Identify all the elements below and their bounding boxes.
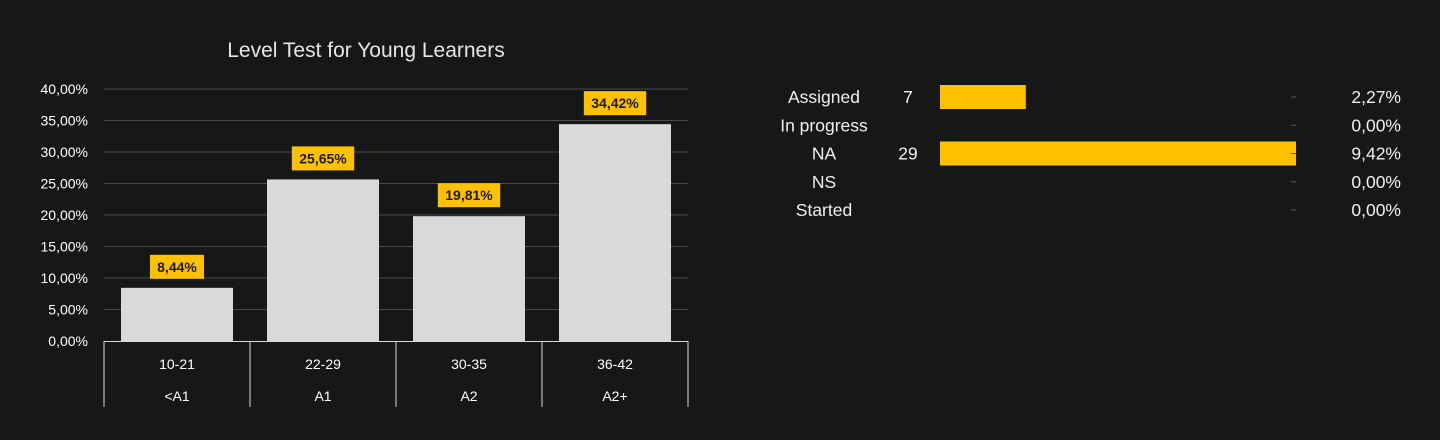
x-tick-label-level: A2: [460, 388, 477, 404]
data-label: 25,65%: [299, 150, 347, 166]
x-axis: 10-21 <A1 22-29 A1 30-35 A2 36-42 A2+: [103, 341, 689, 407]
y-tick-label: 0,00%: [48, 333, 88, 349]
status-row-percent: 2,27%: [1351, 87, 1401, 107]
x-tick-label-score: 30-35: [451, 356, 487, 372]
status-row-label: NS: [812, 172, 836, 192]
status-row-percent: 9,42%: [1351, 144, 1401, 164]
bar: [267, 179, 379, 341]
data-label: 19,81%: [445, 187, 493, 203]
y-tick-label: 10,00%: [41, 270, 88, 286]
status-row-label: Started: [796, 200, 852, 220]
x-tick-label-score: 36-42: [597, 356, 633, 372]
y-axis-tick-labels: 0,00% 5,00% 10,00% 15,00% 20,00% 25,00% 30,00%…: [41, 81, 88, 349]
y-tick-label: 5,00%: [48, 302, 88, 318]
status-row-label: Assigned: [788, 87, 860, 107]
y-tick-label: 15,00%: [41, 239, 88, 255]
status-bar-chart: Assigned 7 2,27% In progress 0,00% NA 29 9,42% N…: [780, 85, 1401, 220]
status-row-percent: 0,00%: [1351, 200, 1401, 220]
y-tick-label: 25,00%: [41, 176, 88, 192]
status-bar: [940, 85, 1026, 109]
x-tick-label-score: 22-29: [305, 356, 341, 372]
x-tick-label-level: <A1: [164, 388, 190, 404]
chart-title: Level Test for Young Learners: [227, 39, 504, 62]
status-row-label: NA: [812, 144, 837, 164]
data-label: 34,42%: [591, 95, 639, 111]
bar: [559, 124, 671, 342]
bar: [413, 216, 525, 341]
y-tick-label: 35,00%: [41, 113, 88, 129]
status-row-count: 29: [898, 144, 917, 164]
data-label: 8,44%: [157, 259, 197, 275]
status-row-label: In progress: [780, 115, 868, 135]
data-label-background: [150, 254, 204, 279]
status-row-count: 7: [903, 87, 913, 107]
status-bar: [940, 141, 1296, 166]
data-label-background: [437, 183, 501, 208]
status-row-percent: 0,00%: [1351, 172, 1401, 192]
data-label-background: [291, 146, 355, 171]
y-tick-label: 30,00%: [41, 144, 88, 160]
data-label-background: [583, 91, 647, 116]
data-labels: 8,44% 25,65% 19,81% 34,42%: [150, 91, 647, 279]
y-tick-label: 20,00%: [41, 207, 88, 223]
bar: [121, 287, 233, 341]
status-row-percent: 0,00%: [1351, 115, 1401, 135]
x-tick-label-level: A1: [314, 388, 331, 404]
bars: [121, 124, 671, 342]
x-tick-label-level: A2+: [602, 388, 627, 404]
x-tick-label-score: 10-21: [159, 356, 195, 372]
y-tick-label: 40,00%: [41, 81, 88, 97]
